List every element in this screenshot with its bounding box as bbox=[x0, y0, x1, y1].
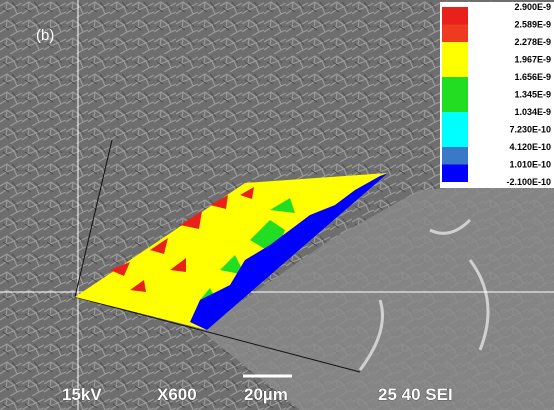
legend-swatch bbox=[442, 130, 468, 148]
details: 25 40 SEI bbox=[378, 385, 453, 404]
legend-swatch bbox=[442, 95, 468, 113]
legend-label: -2.100E-10 bbox=[506, 177, 551, 187]
legend-swatch bbox=[442, 112, 468, 130]
legend-label: 2.589E-9 bbox=[514, 20, 551, 30]
legend-label: 2.900E-9 bbox=[514, 2, 551, 12]
panel-label: (b) bbox=[36, 27, 54, 44]
sem-image: (b) 2.900E-9 2.589E-9 2.278E-9 1.967E-9 1.65… bbox=[0, 0, 554, 410]
legend-label: 1.034E-9 bbox=[514, 107, 551, 117]
magnification: X600 bbox=[157, 385, 197, 404]
page: (b) 2.900E-9 2.589E-9 2.278E-9 1.967E-9 1.65… bbox=[0, 0, 554, 410]
legend-label: 1.345E-9 bbox=[514, 90, 551, 100]
legend-label: 2.278E-9 bbox=[514, 37, 551, 47]
voltage: 15kV bbox=[62, 385, 102, 404]
legend-swatch bbox=[442, 25, 468, 43]
legend-label: 1.010E-10 bbox=[509, 160, 551, 170]
legend-swatch bbox=[442, 60, 468, 78]
legend-label: 4.120E-10 bbox=[509, 142, 551, 152]
legend-swatch bbox=[442, 77, 468, 95]
legend-swatch bbox=[442, 147, 468, 165]
legend-label: 1.967E-9 bbox=[514, 55, 551, 65]
legend-swatch bbox=[442, 7, 468, 25]
legend-label: 7.230E-10 bbox=[509, 125, 551, 135]
legend-label: 1.656E-9 bbox=[514, 72, 551, 82]
legend-swatch bbox=[442, 165, 468, 183]
scale-label: 20µm bbox=[244, 385, 288, 404]
legend-swatch bbox=[442, 42, 468, 60]
